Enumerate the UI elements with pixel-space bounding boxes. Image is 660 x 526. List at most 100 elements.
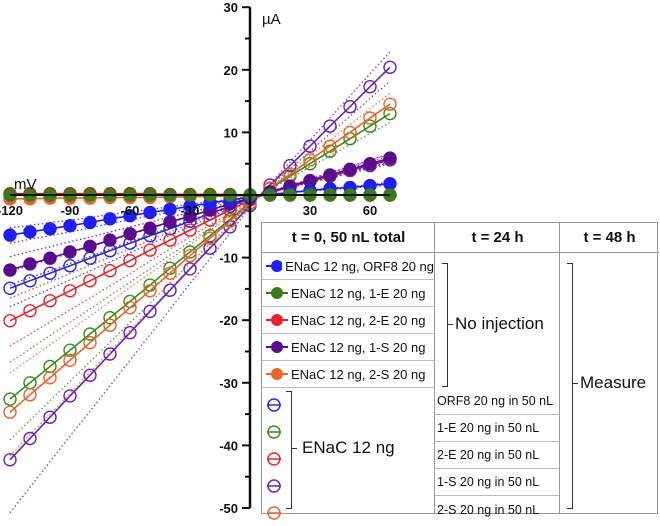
data-point (343, 162, 357, 177)
x-tick-label: -120 (0, 203, 23, 218)
x-tick-label: 30 (303, 203, 317, 218)
data-point (83, 215, 97, 230)
data-point (223, 214, 237, 229)
filled-circle-marker-icon (266, 287, 288, 299)
y-tick-label: 30 (224, 0, 238, 15)
error-band-line (9, 155, 391, 308)
data-point (123, 326, 137, 340)
data-point (283, 158, 297, 173)
legend-row-label: ENaC 12 ng, 2-S 20 ng (291, 366, 426, 382)
filled-circle-marker-icon (266, 368, 288, 380)
y-tick-label: -10 (219, 251, 238, 266)
data-point (303, 153, 317, 167)
legend-row: ENaC 12 ng, 2-S 20 ng (262, 361, 434, 388)
data-point (143, 304, 157, 319)
y-tick-label: 20 (224, 63, 238, 78)
data-point (103, 233, 117, 247)
legend-row-label: 1-S 20 ng in 50 nL (435, 469, 559, 496)
legend-row-label: ENaC 12 ng, ORF8 20 ng (285, 258, 434, 274)
data-point (363, 119, 377, 133)
data-point (43, 251, 57, 265)
bracket (286, 391, 292, 509)
data-point (183, 223, 197, 237)
data-point (23, 274, 37, 288)
data-point (63, 353, 77, 367)
data-point (363, 111, 377, 125)
data-point (103, 264, 117, 278)
data-point (103, 347, 117, 361)
data-point (43, 410, 57, 424)
error-band-line (9, 161, 391, 299)
measure-label: Measure (580, 373, 647, 392)
data-point (143, 243, 157, 257)
data-point (23, 225, 37, 239)
data-point (63, 259, 77, 273)
series-line (9, 66, 391, 461)
open-circle-marker-icon (266, 418, 282, 445)
y-tick-label: -30 (219, 376, 238, 391)
legend-row-label: ORF8 20 ng in 50 nL (435, 388, 559, 415)
bracket (567, 263, 573, 509)
data-point (383, 60, 397, 75)
data-point (203, 231, 217, 245)
data-point (83, 336, 97, 350)
data-point (43, 371, 57, 385)
data-point (363, 156, 377, 171)
data-point (63, 343, 77, 357)
filled-circle-marker-icon (266, 314, 288, 326)
data-point (123, 301, 137, 315)
legend-row: ENaC 12 ng, 1-S 20 ng (262, 334, 434, 361)
y-tick-label: 10 (224, 125, 238, 140)
axes: 30 20 10 -10 -20 -30 -40 -50 -120 -90 -60 -30 30 60 (0, 0, 390, 516)
data-point (163, 215, 177, 229)
x-tick-label: -30 (181, 203, 200, 218)
data-point (123, 227, 137, 241)
data-point (163, 233, 177, 247)
data-point (103, 212, 117, 226)
data-point (103, 318, 117, 332)
data-point (303, 139, 317, 153)
y-tick-label: -50 (219, 501, 238, 516)
data-point (63, 284, 77, 298)
data-point (323, 139, 337, 153)
divider (434, 223, 435, 513)
error-band-line (9, 121, 391, 363)
x-tick-label: 60 (363, 203, 377, 218)
data-point (3, 228, 17, 242)
bracket-tick (448, 324, 453, 325)
data-point (63, 218, 77, 233)
x-axis-label: mV (14, 176, 37, 193)
data-point (343, 99, 357, 114)
y-tick-label: -40 (219, 438, 238, 453)
data-point (383, 106, 397, 121)
header-t24: t = 24 h (435, 223, 560, 253)
data-point (43, 294, 57, 308)
legend-row-label: 2-S 20 ng in 50 nL (437, 502, 540, 517)
legend-row-label: ENaC 12 ng, 1-S 20 ng (291, 339, 426, 355)
error-bands (9, 51, 391, 514)
data-point (163, 202, 177, 217)
legend-row-label: 1-E 20 ng in 50 nL (435, 415, 559, 442)
data-point (383, 151, 397, 165)
legend-row-label: 2-E 20 ng in 50 nL (435, 442, 559, 469)
data-point (363, 79, 377, 94)
data-point (23, 257, 37, 271)
series-line (9, 103, 391, 413)
data-point (183, 262, 197, 276)
legend-row-label: ENaC 12 ng, 2-E 20 ng (291, 312, 426, 328)
data-point (183, 248, 197, 263)
data-point (343, 125, 357, 140)
data-point (203, 241, 217, 255)
no-injection-label: No injection (455, 314, 544, 333)
data-point (103, 311, 117, 325)
header-t48: t = 48 h (560, 223, 659, 253)
open-circle-marker-icon (266, 391, 282, 418)
bracket-tick (573, 383, 578, 384)
open-circle-marker-icon (266, 472, 282, 499)
y-tick-label: -20 (219, 313, 238, 328)
y-axis-label: µA (262, 11, 281, 28)
data-point (83, 274, 97, 288)
data-point (383, 97, 397, 111)
open-circle-marker-icon (266, 445, 282, 472)
data-point (3, 453, 17, 467)
